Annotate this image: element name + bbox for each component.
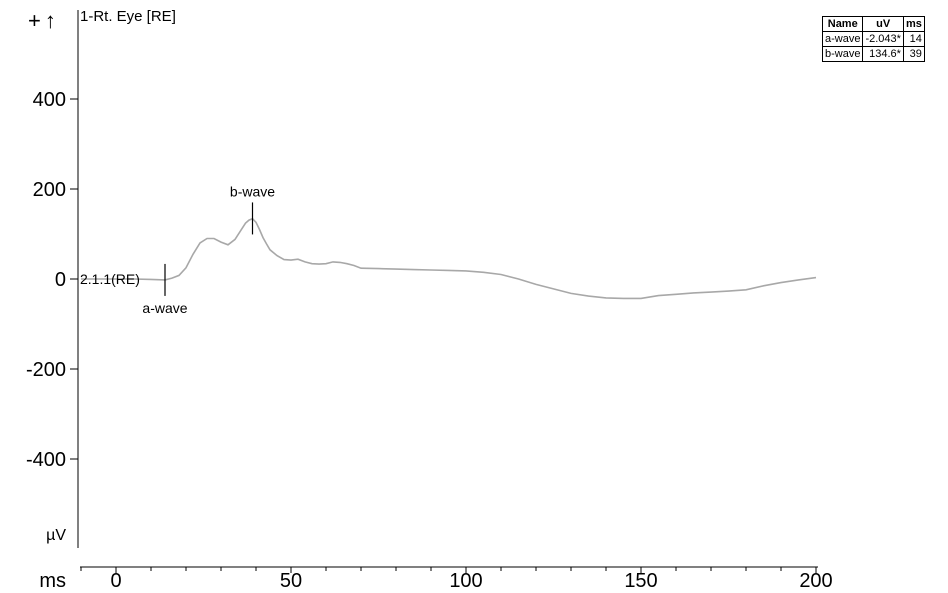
y-tick-label: 200 xyxy=(33,179,66,201)
arrow-up-icon[interactable]: ↑ xyxy=(44,8,56,33)
x-axis-label: ms xyxy=(39,570,66,592)
x-tick-label: 50 xyxy=(280,570,302,592)
table-cell-ms: 39 xyxy=(902,46,925,62)
plus-icon[interactable]: + xyxy=(28,8,41,33)
results-table: Name uV ms a-wave -2.043* 14 b-wave 134.… xyxy=(821,16,925,62)
x-tick-label: 100 xyxy=(449,570,482,592)
chart-traces xyxy=(81,217,817,300)
table-cell-name: b-wave xyxy=(821,46,864,62)
y-tick-label: -200 xyxy=(26,359,66,381)
x-tick-label: 150 xyxy=(624,570,657,592)
table-cell-ms: 14 xyxy=(902,31,925,47)
table-cell-uv: 134.6* xyxy=(862,46,904,62)
trace-line xyxy=(81,217,817,300)
x-tick-label: 200 xyxy=(799,570,832,592)
y-tick-label: -400 xyxy=(26,449,66,471)
trace-label: 2.1.1(RE) xyxy=(80,271,140,287)
y-tick-label: 0 xyxy=(55,269,66,291)
chart-axes: 400 200 0 -200 -400 µV 0 50 100 150 200 ms xyxy=(26,10,833,592)
toolbar: + ↑ xyxy=(28,10,56,32)
column-header-uv: uV xyxy=(862,16,904,32)
table-row: b-wave 134.6* 39 xyxy=(821,46,925,62)
trace-title: 1-Rt. Eye [RE] xyxy=(80,8,176,25)
chart-annotations: 2.1.1(RE)a-wave b-wave xyxy=(80,183,275,315)
y-axis-label: µV xyxy=(46,527,66,544)
table-row: a-wave -2.043* 14 xyxy=(821,31,925,47)
x-tick-label: 0 xyxy=(110,570,121,592)
peak-label: a-wave xyxy=(142,300,187,316)
y-tick-label: 400 xyxy=(33,89,66,111)
peak-label: b-wave xyxy=(230,183,275,199)
